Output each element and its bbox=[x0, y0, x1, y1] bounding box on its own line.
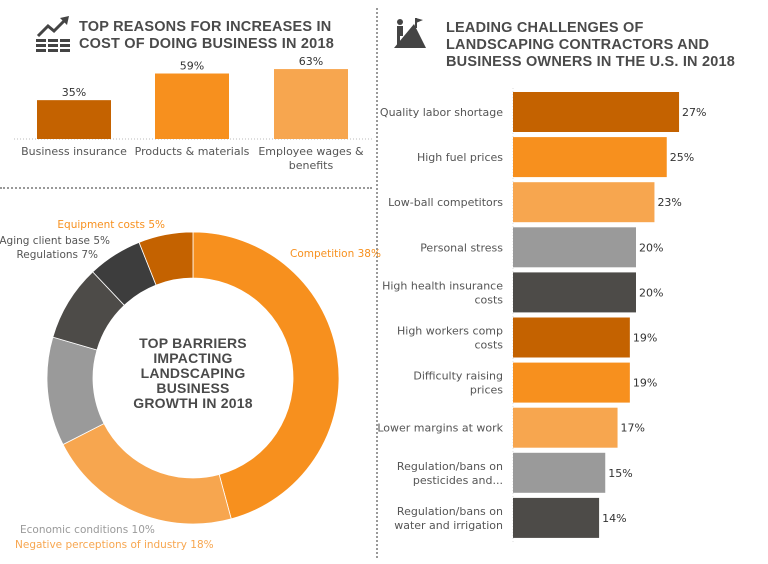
hbar-4 bbox=[513, 272, 636, 313]
bar-value-label: 59% bbox=[180, 60, 204, 73]
hbar-7 bbox=[513, 407, 618, 448]
hbar-category-label: Quality labor shortage bbox=[380, 106, 503, 119]
hbar-5 bbox=[513, 317, 630, 358]
donut-slice-label: Negative perceptions of industry 18% bbox=[15, 539, 214, 551]
hbar-value-label: 20% bbox=[639, 286, 663, 299]
donut-center-title: TOP BARRIERS IMPACTING LANDSCAPING BUSIN… bbox=[133, 335, 253, 411]
hbar-category-label: pesticides and... bbox=[413, 474, 503, 487]
hbar-category-label: Low-ball competitors bbox=[388, 196, 503, 209]
hbar-value-label: 20% bbox=[639, 241, 663, 254]
category-label: benefits bbox=[289, 159, 334, 172]
category-label: Employee wages & bbox=[258, 145, 364, 158]
hbar-category-label: prices bbox=[470, 384, 503, 397]
hbar-value-label: 17% bbox=[621, 422, 645, 435]
hbar-value-label: 14% bbox=[602, 512, 626, 525]
hbar-8 bbox=[513, 452, 606, 493]
bar-2 bbox=[274, 69, 348, 139]
hbar-2 bbox=[513, 182, 655, 223]
climber-flag-icon bbox=[394, 18, 426, 48]
donut-slice-label: Equipment costs 5% bbox=[57, 219, 165, 231]
category-label: Business insurance bbox=[21, 145, 127, 158]
hbar-category-label: Regulation/bans on bbox=[397, 505, 503, 518]
rising-chart-coins-icon bbox=[36, 16, 70, 52]
donut-slice-1 bbox=[62, 423, 232, 525]
hbar-3 bbox=[513, 227, 636, 268]
hbar-category-label: Regulation/bans on bbox=[397, 460, 503, 473]
bar-0 bbox=[37, 100, 111, 139]
vertical-divider bbox=[376, 8, 378, 558]
cost-chart-title: TOP REASONS FOR INCREASES IN COST OF DOI… bbox=[79, 19, 334, 52]
hbar-value-label: 19% bbox=[633, 377, 657, 390]
donut-slice-label: Competition 38% bbox=[290, 248, 381, 260]
hbar-category-label: water and irrigation bbox=[394, 519, 503, 532]
bar-value-label: 63% bbox=[299, 55, 323, 68]
hbar-1 bbox=[513, 137, 667, 178]
hbar-value-label: 19% bbox=[633, 332, 657, 345]
donut-slice-0 bbox=[192, 231, 340, 520]
hbar-6 bbox=[513, 362, 630, 403]
hbar-category-label: costs bbox=[474, 293, 503, 306]
hbar-category-label: High workers comp bbox=[397, 325, 503, 338]
hbar-category-label: High fuel prices bbox=[417, 151, 503, 164]
hbar-category-label: High health insurance bbox=[382, 279, 503, 292]
hbar-category-label: Lower margins at work bbox=[377, 422, 503, 435]
donut-slice-label: Aging client base 5% bbox=[0, 235, 110, 247]
hbar-value-label: 23% bbox=[657, 196, 681, 209]
hbar-9 bbox=[513, 497, 600, 538]
hbar-value-label: 15% bbox=[608, 467, 632, 480]
hbar-category-label: Personal stress bbox=[420, 241, 503, 254]
donut-slice-label: Regulations 7% bbox=[16, 249, 98, 261]
category-label: Products & materials bbox=[135, 145, 250, 158]
donut-slice-5 bbox=[138, 231, 194, 286]
hbar-0 bbox=[513, 92, 680, 132]
bar-1 bbox=[155, 73, 229, 139]
bar-value-label: 35% bbox=[62, 86, 86, 99]
hbar-value-label: 25% bbox=[670, 151, 694, 164]
donut-slice-label: Economic conditions 10% bbox=[20, 524, 155, 536]
hbar-category-label: Difficulty raising bbox=[413, 370, 503, 383]
horizontal-divider bbox=[0, 187, 372, 189]
hbar-value-label: 27% bbox=[682, 106, 706, 119]
challenges-chart-title: LEADING CHALLENGES OF LANDSCAPING CONTRA… bbox=[446, 20, 736, 70]
hbar-category-label: costs bbox=[474, 339, 503, 352]
